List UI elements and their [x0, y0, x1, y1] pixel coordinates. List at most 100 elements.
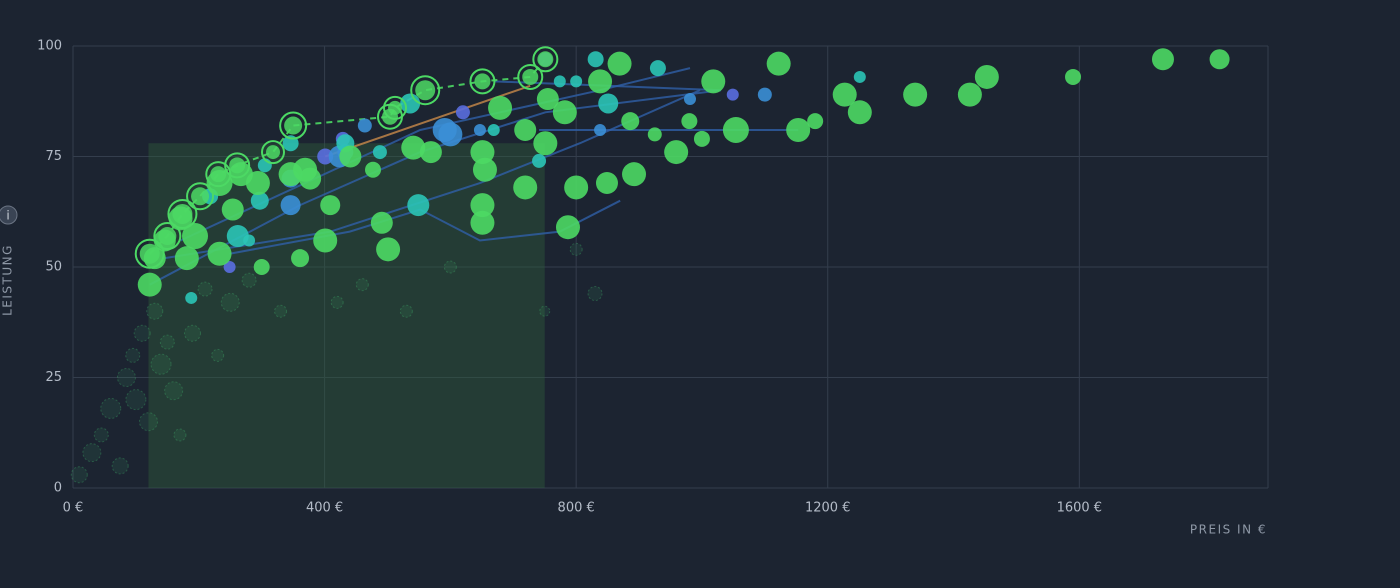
faint-bubble — [82, 443, 102, 463]
x-tick-label: 400 € — [306, 501, 343, 516]
bubble — [621, 112, 640, 131]
bubble — [532, 153, 547, 168]
ring-inner — [474, 73, 491, 90]
ring-bubble — [153, 222, 182, 251]
ring-bubble — [410, 75, 441, 106]
faint-bubble — [100, 397, 122, 419]
bubble — [376, 237, 401, 262]
bubble — [207, 241, 232, 266]
bubble — [683, 93, 696, 106]
info-circle[interactable] — [0, 205, 18, 225]
faint-bubble — [133, 324, 151, 342]
ring-bubble — [279, 111, 308, 140]
bubble — [595, 172, 618, 195]
ring-inner — [229, 157, 246, 174]
faint-bubble — [146, 302, 164, 320]
x-tick-label: 0 € — [63, 501, 84, 516]
bubble — [594, 123, 607, 136]
bubble — [974, 64, 999, 89]
bubble — [185, 291, 198, 304]
ring-outer — [279, 111, 308, 140]
ring-bubble — [224, 152, 251, 179]
ring-outer — [134, 238, 165, 269]
ring-inner — [415, 80, 436, 101]
y-tick-label: 75 — [45, 149, 62, 164]
bubble — [533, 131, 558, 156]
ring-bubble — [517, 63, 544, 90]
info-label[interactable]: i — [6, 209, 9, 223]
bubble — [401, 135, 426, 160]
faint-bubble — [197, 281, 213, 297]
bubble — [570, 75, 583, 88]
ring-inner — [266, 145, 281, 160]
bubble — [587, 51, 604, 68]
bubble — [693, 130, 710, 147]
bubble — [221, 198, 244, 221]
ring-outer — [532, 46, 559, 73]
bubble — [470, 140, 495, 165]
ring-bubble — [134, 238, 165, 269]
ring-outer — [469, 68, 496, 95]
bubble — [766, 51, 791, 76]
bubble — [1151, 48, 1174, 71]
ring-inner — [388, 100, 403, 115]
bubble — [853, 70, 866, 83]
bubble — [174, 246, 199, 271]
ring-outer — [383, 95, 408, 120]
ring-outer — [224, 152, 251, 179]
bubble — [847, 100, 872, 125]
y-tick-label: 50 — [45, 260, 62, 275]
info-icon[interactable]: i — [0, 205, 18, 225]
bubble — [299, 167, 322, 190]
connector-line — [164, 89, 701, 260]
x-axis-title: PREIS IN € — [1190, 523, 1267, 537]
bubble — [488, 95, 513, 120]
ring-bubble — [167, 198, 198, 229]
faint-bubble — [150, 353, 172, 375]
ring-outer — [410, 75, 441, 106]
bubble — [722, 116, 749, 143]
y-tick-label: 0 — [54, 481, 62, 496]
bubble — [757, 87, 772, 102]
bubble-series — [137, 48, 1230, 297]
y-axis-title: LEISTUNG — [1, 244, 15, 316]
bubble-series — [70, 242, 603, 484]
y-tick-label: 100 — [37, 39, 62, 54]
faint-bubble — [138, 412, 158, 432]
faint-bubble — [70, 466, 88, 484]
bubble — [588, 69, 613, 94]
bubble — [513, 175, 538, 200]
faint-bubble — [220, 292, 240, 312]
bubble — [473, 123, 486, 136]
bubble — [514, 118, 537, 141]
x-tick-label: 1600 € — [1057, 501, 1103, 516]
ring-bubble — [469, 68, 496, 95]
bubble — [280, 195, 301, 216]
bubble — [370, 211, 393, 234]
bubble — [253, 259, 270, 275]
faint-bubble — [159, 334, 175, 350]
bubble — [470, 210, 495, 235]
faint-bubble — [111, 457, 129, 475]
faint-bubble — [330, 295, 344, 309]
bubble — [564, 175, 589, 200]
x-tick-label: 800 € — [558, 501, 595, 516]
bubble — [365, 161, 382, 178]
bubble — [1065, 68, 1082, 85]
bubble — [681, 113, 698, 130]
bubble-series — [134, 46, 559, 269]
faint-bubble — [241, 272, 257, 288]
bubble — [553, 75, 566, 88]
bubble — [455, 105, 470, 120]
ring-inner — [172, 203, 193, 224]
bubble — [726, 88, 739, 101]
bubble — [407, 194, 430, 217]
ring-outer — [517, 63, 544, 90]
bubble — [487, 123, 500, 136]
bubble — [317, 148, 334, 165]
bubble — [320, 195, 341, 216]
bubble — [555, 215, 580, 240]
faint-bubble — [93, 427, 109, 443]
